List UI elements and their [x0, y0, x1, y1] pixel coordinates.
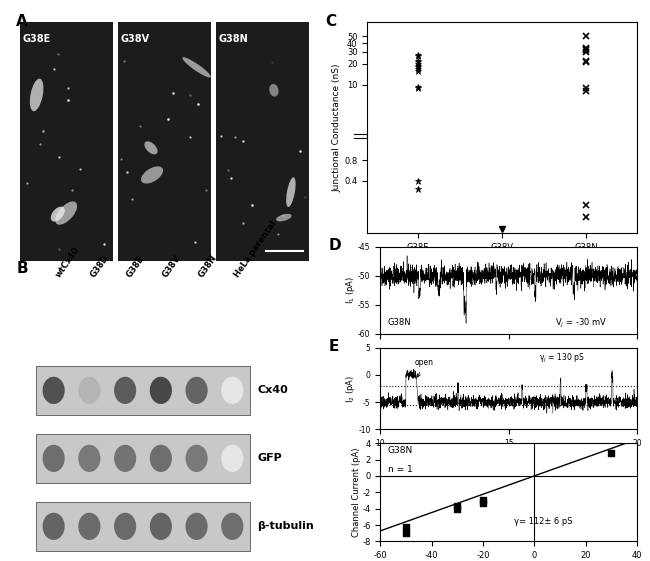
Ellipse shape — [51, 206, 65, 222]
Y-axis label: I$_2$ (pA): I$_2$ (pA) — [344, 374, 357, 403]
Ellipse shape — [221, 445, 243, 472]
Bar — [216, 22, 309, 261]
Y-axis label: I$_1$ (pA): I$_1$ (pA) — [344, 276, 357, 305]
Ellipse shape — [185, 513, 207, 540]
Text: γ$_j$ = 130 pS: γ$_j$ = 130 pS — [540, 351, 585, 365]
Bar — [36, 434, 250, 483]
Text: β-tubulin: β-tubulin — [257, 521, 315, 531]
Ellipse shape — [78, 513, 101, 540]
Point — [478, 496, 488, 505]
Text: G38V: G38V — [161, 254, 183, 279]
Text: D: D — [328, 238, 341, 254]
Text: G38N: G38N — [196, 253, 218, 279]
Text: G38E: G38E — [23, 34, 51, 44]
Ellipse shape — [141, 167, 163, 183]
Ellipse shape — [221, 513, 243, 540]
Text: n = 1: n = 1 — [388, 465, 413, 474]
X-axis label: Time (sec): Time (sec) — [485, 449, 532, 458]
Ellipse shape — [276, 214, 292, 222]
Ellipse shape — [183, 57, 211, 77]
Ellipse shape — [269, 84, 279, 96]
Point — [452, 505, 463, 514]
Bar — [36, 366, 250, 415]
Point — [400, 523, 411, 532]
Ellipse shape — [42, 377, 65, 404]
Point — [478, 498, 488, 507]
Ellipse shape — [185, 377, 207, 404]
Ellipse shape — [185, 445, 207, 472]
Ellipse shape — [150, 377, 172, 404]
Text: G38N: G38N — [388, 318, 411, 327]
Text: γ= 112± 6 pS: γ= 112± 6 pS — [514, 517, 572, 526]
Point — [452, 502, 463, 511]
Text: C: C — [325, 14, 336, 29]
Ellipse shape — [30, 79, 44, 111]
Ellipse shape — [114, 377, 136, 404]
Ellipse shape — [150, 445, 172, 472]
Text: open: open — [415, 358, 434, 377]
Point — [400, 528, 411, 537]
Bar — [118, 22, 211, 261]
Bar — [20, 22, 112, 261]
Text: G38N: G38N — [388, 446, 413, 455]
Text: G38N: G38N — [219, 34, 248, 44]
Ellipse shape — [55, 201, 77, 225]
Text: G38E: G38E — [125, 254, 146, 279]
Text: Cx40: Cx40 — [257, 385, 289, 396]
Ellipse shape — [78, 377, 101, 404]
Ellipse shape — [114, 445, 136, 472]
Ellipse shape — [150, 513, 172, 540]
Text: E: E — [328, 339, 339, 355]
Text: wtCx40: wtCx40 — [54, 245, 81, 279]
Text: V$_j$ = -30 mV: V$_j$ = -30 mV — [555, 316, 607, 330]
Ellipse shape — [42, 513, 65, 540]
Y-axis label: Channel Current (pA): Channel Current (pA) — [352, 448, 361, 537]
Bar — [36, 502, 250, 551]
Ellipse shape — [114, 513, 136, 540]
Y-axis label: Junctional Conductance (nS): Junctional Conductance (nS) — [333, 63, 341, 192]
Text: HeLa parental: HeLa parental — [232, 219, 278, 279]
Ellipse shape — [42, 445, 65, 472]
Text: G38D: G38D — [89, 253, 111, 279]
Text: G38V: G38V — [121, 34, 150, 44]
Text: GFP: GFP — [257, 453, 282, 463]
Ellipse shape — [78, 445, 101, 472]
Point — [606, 449, 616, 458]
Text: B: B — [16, 261, 28, 276]
Ellipse shape — [221, 377, 243, 404]
Ellipse shape — [144, 141, 157, 154]
Ellipse shape — [286, 177, 296, 207]
Text: A: A — [16, 14, 28, 29]
